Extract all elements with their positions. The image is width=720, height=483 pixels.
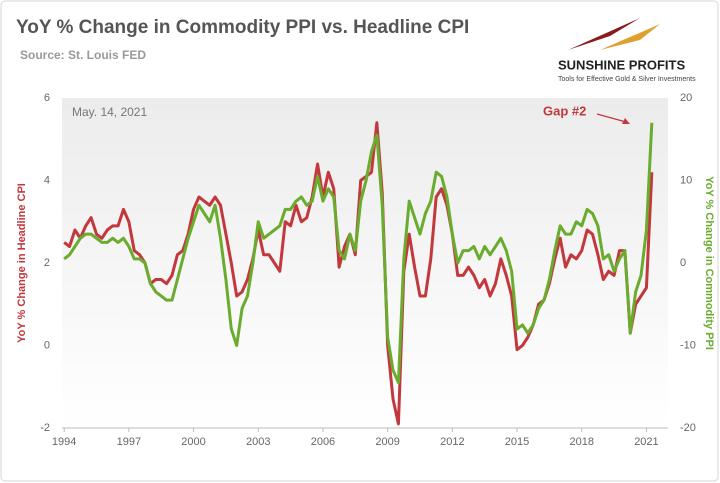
y2-axis-label: YoY % Change in Commodity PPI — [703, 176, 715, 350]
x-tick-label: 2018 — [569, 436, 593, 448]
date-annotation: May. 14, 2021 — [72, 105, 147, 119]
y-tick-label: 2 — [44, 257, 50, 269]
logo-name: SUNSHINE PROFITS — [558, 57, 685, 72]
arrow-head — [622, 118, 630, 124]
gap-annotation: Gap #2 — [543, 103, 586, 118]
x-tick-label: 2000 — [181, 436, 205, 448]
series-line — [63, 122, 654, 385]
chart-subtitle: Source: St. Louis FED — [20, 48, 146, 62]
logo-swoosh — [568, 18, 640, 50]
x-tick-label: 1994 — [52, 436, 76, 448]
y2-tick-label: -20 — [680, 422, 696, 434]
y-tick-label: 4 — [44, 174, 50, 186]
y-axis-label: YoY % Change in Headline CPI — [16, 183, 28, 343]
y2-tick-label: -10 — [680, 339, 696, 351]
x-tick-label: 1997 — [117, 436, 141, 448]
annotation-arrow — [596, 113, 627, 123]
x-tick-label: 2003 — [246, 436, 270, 448]
x-tick-label: 2006 — [311, 436, 335, 448]
logo-swoosh — [600, 24, 660, 50]
chart-title: YoY % Change in Commodity PPI vs. Headli… — [16, 17, 469, 38]
y-tick-label: 0 — [44, 339, 50, 351]
x-tick-label: 2012 — [440, 436, 464, 448]
y2-tick-label: 0 — [680, 257, 686, 269]
y-tick-label: -2 — [40, 422, 50, 434]
y2-tick-label: 10 — [680, 174, 692, 186]
plot-area — [62, 98, 668, 428]
logo-tagline: Tools for Effective Gold & Silver Invest… — [558, 76, 696, 83]
y-tick-label: 6 — [44, 92, 50, 104]
y2-tick-label: 20 — [680, 92, 692, 104]
x-tick-label: 2009 — [375, 436, 399, 448]
x-tick-label: 2021 — [634, 436, 658, 448]
x-tick-label: 2015 — [505, 436, 529, 448]
logo: SUNSHINE PROFITS Tools for Effective Gol… — [558, 18, 696, 83]
